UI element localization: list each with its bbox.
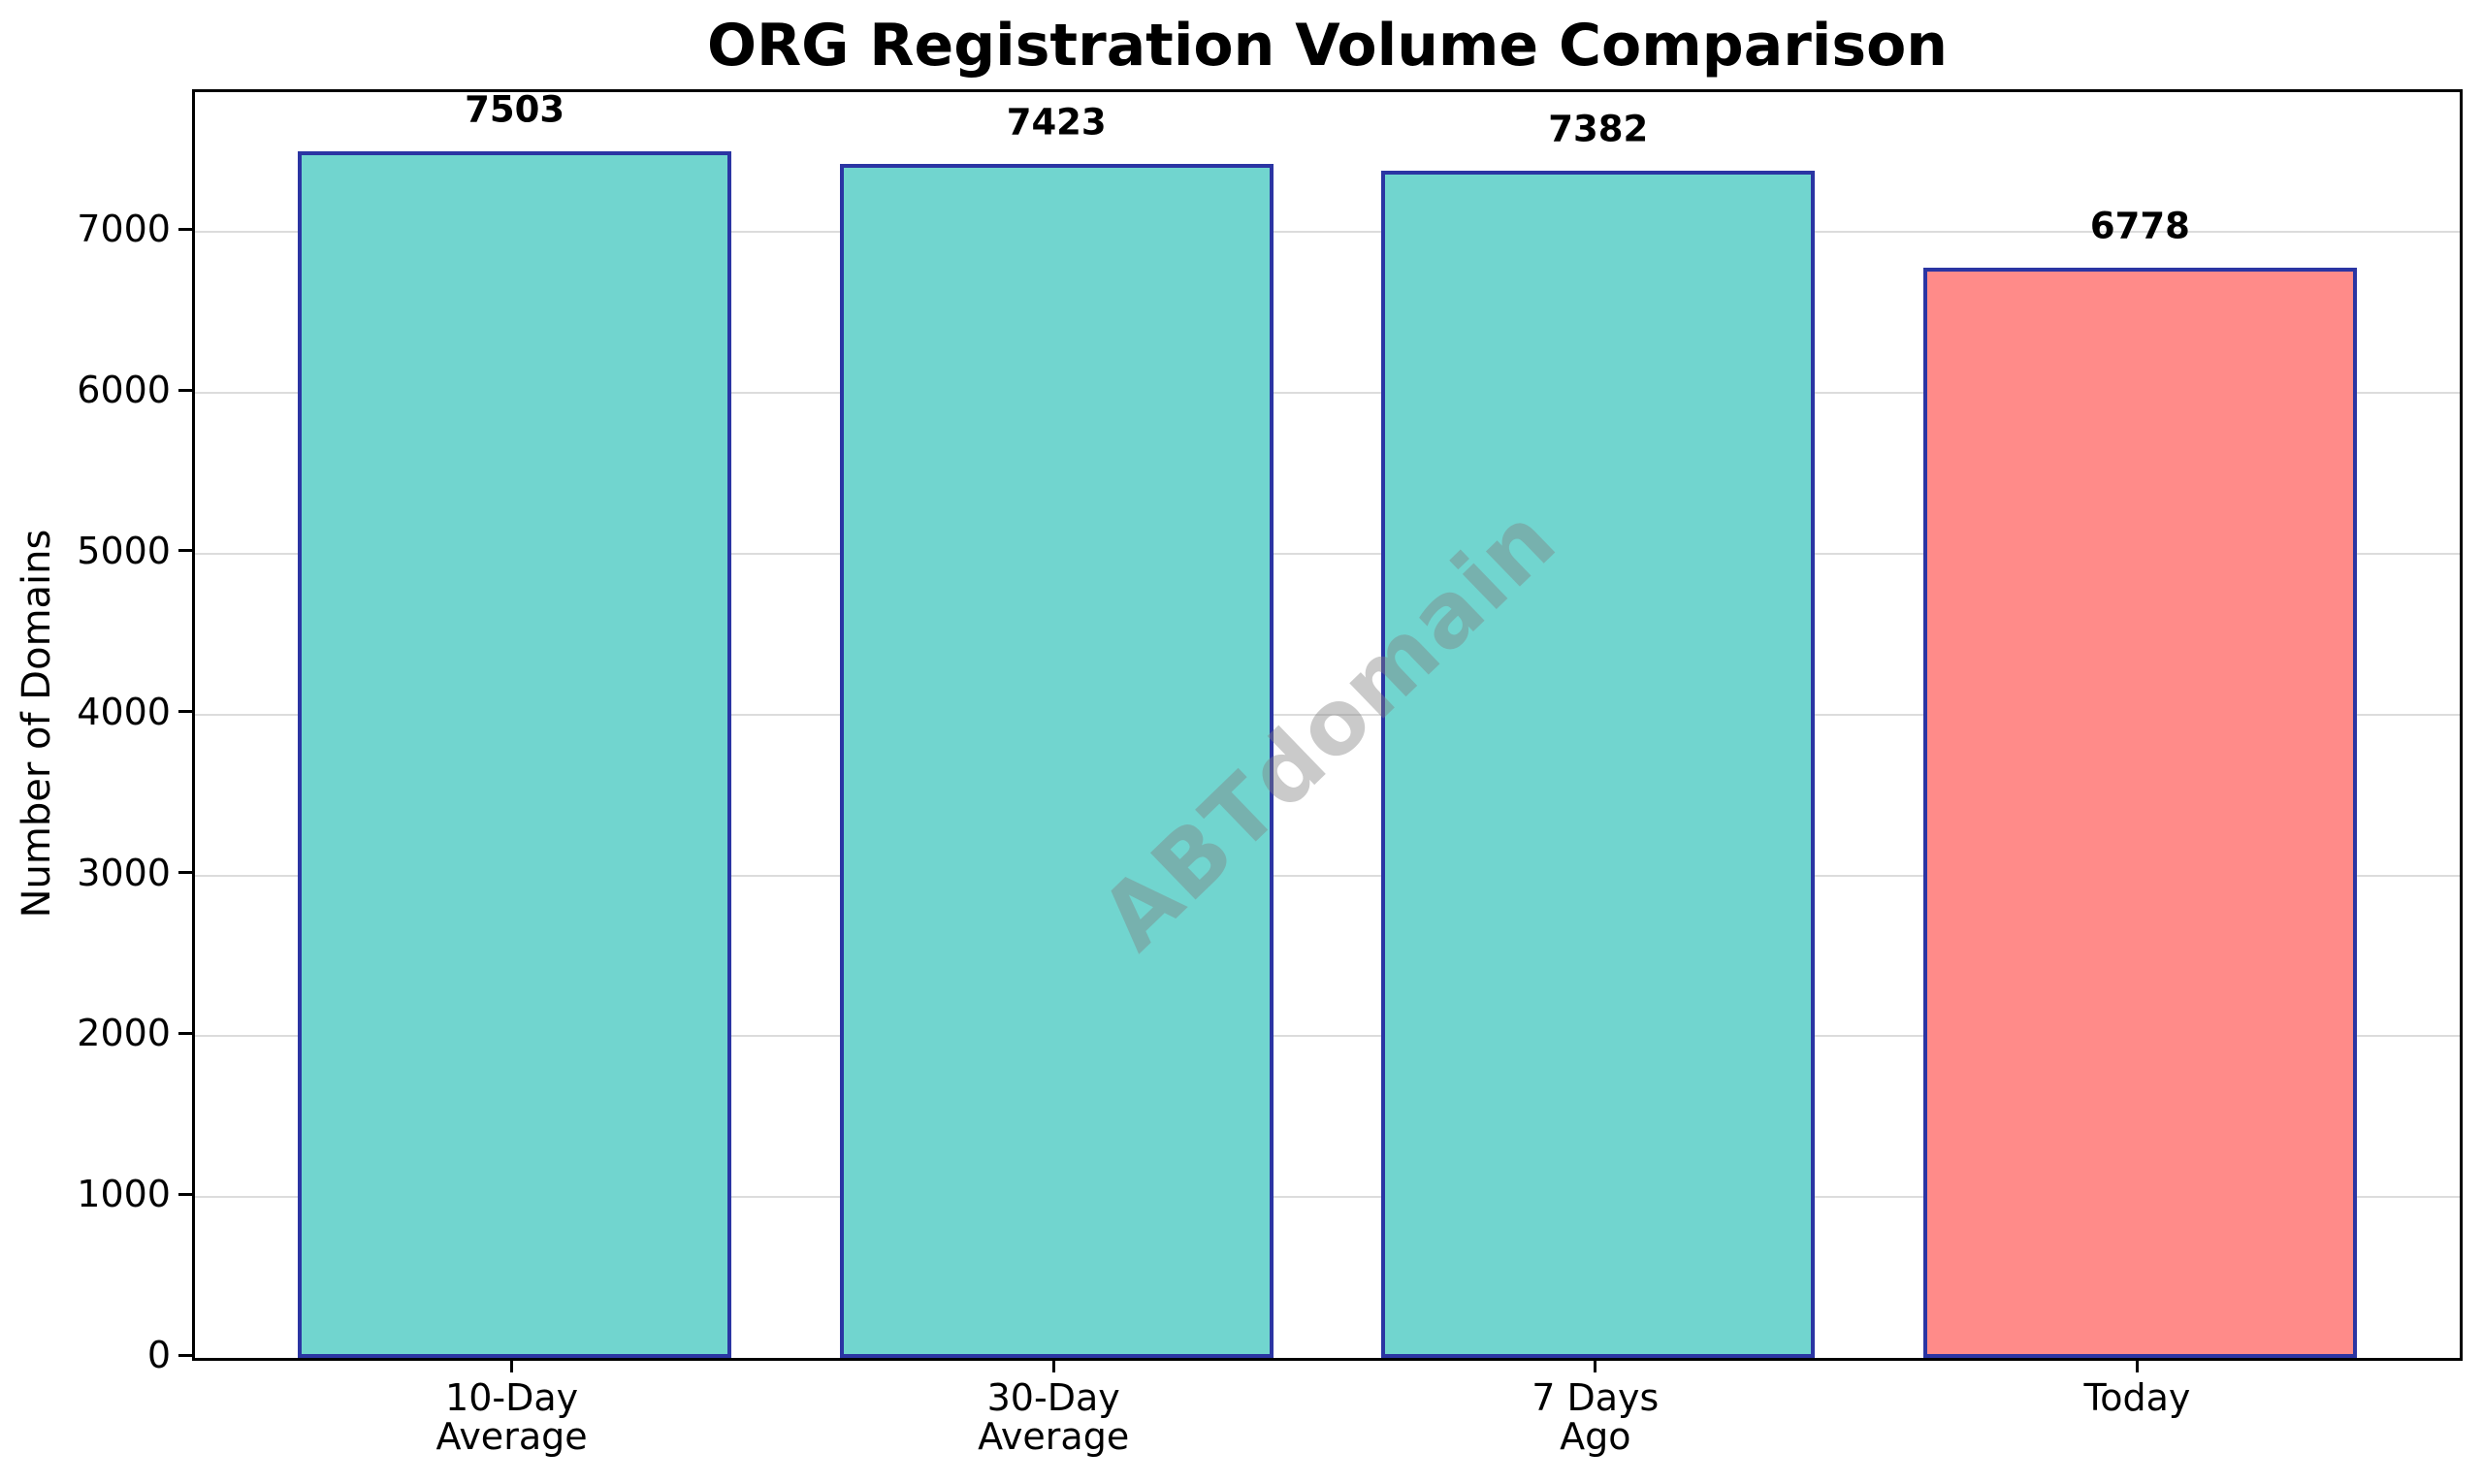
bar-today — [1922, 268, 2357, 1358]
bar-value-label-7423: 7423 — [1006, 101, 1107, 144]
y-tick-mark-3000 — [178, 871, 192, 875]
y-tick-label-5000: 5000 — [77, 529, 171, 572]
x-tick-mark-2 — [1051, 1360, 1055, 1372]
y-tick-label-7000: 7000 — [77, 208, 171, 251]
y-tick-mark-1000 — [178, 1192, 192, 1196]
x-tick-mark-3 — [1594, 1360, 1597, 1372]
gridline-4000 — [195, 713, 2460, 716]
x-tick-label-line: Today — [2083, 1376, 2191, 1419]
plot-area: 7503 7423 7382 6778 ABTdomain — [192, 88, 2463, 1361]
gridline-1000 — [195, 1196, 2460, 1199]
y-tick-label-2000: 2000 — [77, 1012, 171, 1055]
x-tick-mark-4 — [2135, 1360, 2139, 1372]
y-tick-mark-5000 — [178, 549, 192, 553]
x-tick-label-7-days-ago: 7 Days Ago — [1532, 1378, 1659, 1456]
x-tick-label-today: Today — [2083, 1378, 2190, 1417]
x-tick-label-10-day-average: 10-Day Average — [436, 1378, 588, 1456]
y-tick-mark-0 — [178, 1353, 192, 1357]
gridline-5000 — [195, 552, 2460, 555]
y-tick-label-0: 0 — [146, 1334, 171, 1376]
bar-7-days-ago — [1381, 170, 1816, 1358]
x-tick-label-line: 7 Days — [1532, 1376, 1660, 1419]
gridline-7000 — [195, 231, 2460, 234]
gridline-3000 — [195, 874, 2460, 877]
x-tick-label-line: Average — [978, 1415, 1130, 1458]
x-tick-label-30-day-average: 30-Day Average — [978, 1378, 1129, 1456]
x-tick-label-line: Average — [435, 1415, 588, 1458]
x-tick-label-line: Ago — [1560, 1415, 1631, 1458]
bar-value-label-7382: 7382 — [1548, 108, 1649, 150]
y-tick-mark-2000 — [178, 1031, 192, 1035]
y-tick-label-1000: 1000 — [77, 1173, 171, 1216]
bar-30-day-average — [839, 164, 1274, 1358]
x-tick-label-line: 30-Day — [986, 1376, 1120, 1419]
x-tick-mark-1 — [510, 1360, 514, 1372]
bar-value-label-7503: 7503 — [465, 88, 565, 131]
bar-value-label-6778: 6778 — [2089, 205, 2190, 247]
chart-title: ORG Registration Volume Comparison — [706, 12, 1949, 80]
y-tick-mark-4000 — [178, 710, 192, 714]
x-tick-label-line: 10-Day — [445, 1376, 579, 1419]
bar-10-day-average — [298, 150, 731, 1358]
y-tick-label-4000: 4000 — [77, 690, 171, 733]
y-tick-mark-7000 — [178, 227, 192, 231]
y-tick-label-6000: 6000 — [77, 369, 171, 412]
gridline-2000 — [195, 1035, 2460, 1038]
gridline-6000 — [195, 392, 2460, 395]
y-tick-mark-6000 — [178, 388, 192, 392]
y-tick-label-3000: 3000 — [77, 851, 171, 894]
